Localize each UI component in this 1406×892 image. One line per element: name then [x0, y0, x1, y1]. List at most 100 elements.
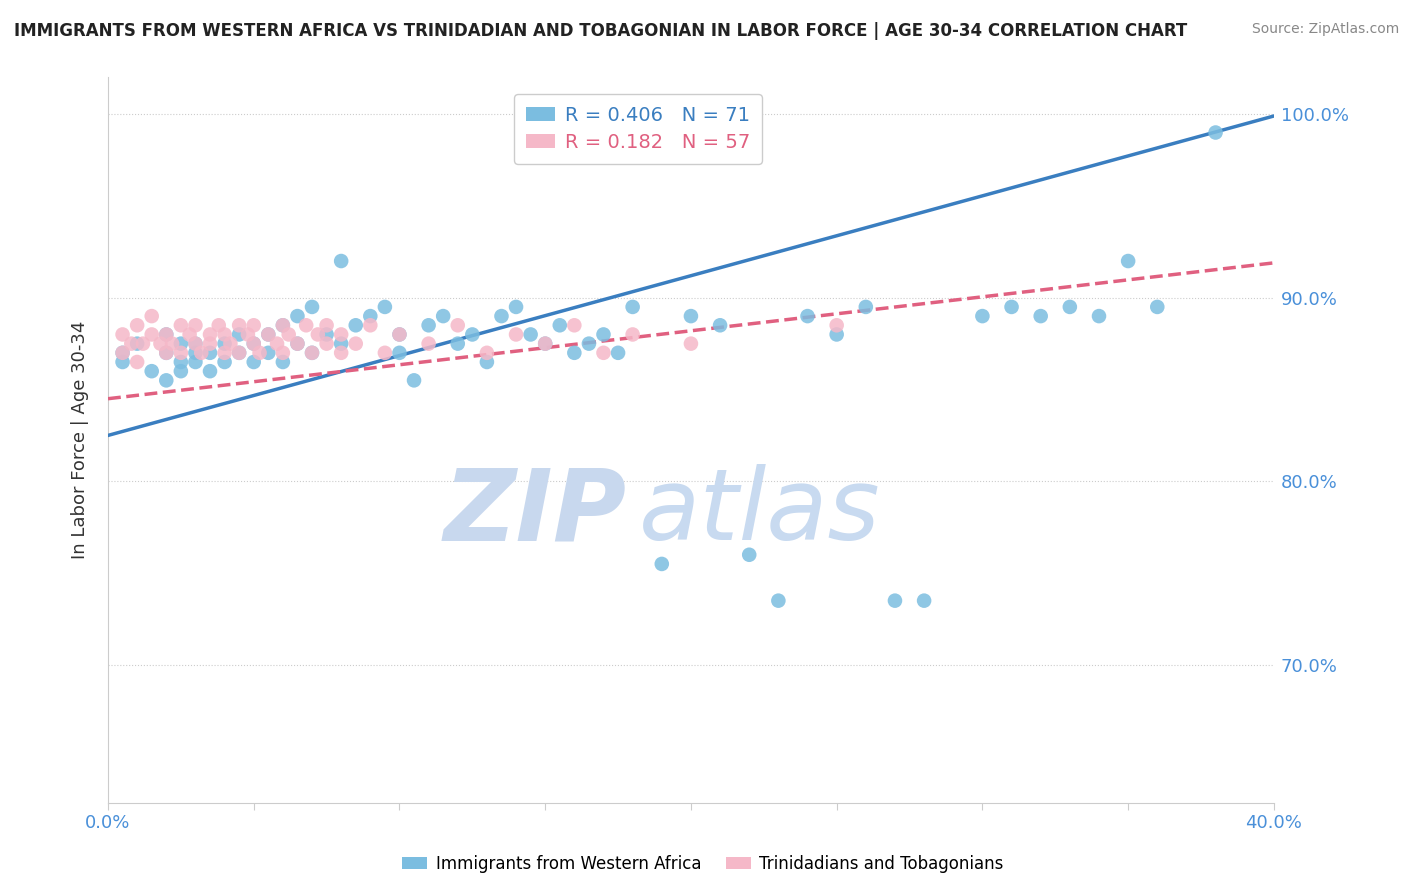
Point	[111, 327, 134, 342]
Point	[534, 336, 557, 351]
Point	[825, 318, 848, 333]
Point	[271, 355, 294, 369]
Point	[388, 327, 411, 342]
Point	[374, 300, 396, 314]
Y-axis label: In Labor Force | Age 30-34: In Labor Force | Age 30-34	[72, 321, 89, 559]
Point	[621, 300, 644, 314]
Point	[127, 355, 149, 369]
Point	[578, 336, 600, 351]
Point	[491, 309, 513, 323]
Point	[184, 355, 207, 369]
Legend: Immigrants from Western Africa, Trinidadians and Tobagonians: Immigrants from Western Africa, Trinidad…	[395, 848, 1011, 880]
Point	[266, 336, 288, 351]
Point	[228, 327, 250, 342]
Point	[257, 327, 280, 342]
Point	[679, 336, 702, 351]
Point	[111, 355, 134, 369]
Point	[374, 346, 396, 360]
Point	[972, 309, 994, 323]
Point	[738, 548, 761, 562]
Point	[184, 318, 207, 333]
Point	[249, 346, 271, 360]
Point	[214, 336, 236, 351]
Point	[111, 346, 134, 360]
Point	[418, 318, 440, 333]
Point	[170, 318, 193, 333]
Point	[111, 346, 134, 360]
Point	[912, 593, 935, 607]
Point	[127, 336, 149, 351]
Point	[271, 318, 294, 333]
Point	[141, 309, 163, 323]
Point	[228, 346, 250, 360]
Point	[242, 336, 264, 351]
Point	[475, 346, 498, 360]
Point	[1088, 309, 1111, 323]
Point	[184, 336, 207, 351]
Point	[825, 327, 848, 342]
Point	[315, 327, 337, 342]
Point	[359, 309, 381, 323]
Point	[1000, 300, 1022, 314]
Point	[447, 318, 470, 333]
Point	[307, 327, 329, 342]
Point	[548, 318, 571, 333]
Point	[170, 364, 193, 378]
Point	[198, 327, 221, 342]
Point	[155, 346, 177, 360]
Point	[461, 327, 484, 342]
Point	[242, 355, 264, 369]
Point	[219, 336, 242, 351]
Point	[287, 309, 309, 323]
Point	[330, 254, 353, 268]
Point	[592, 346, 614, 360]
Point	[301, 346, 323, 360]
Text: ZIP: ZIP	[444, 464, 627, 561]
Point	[155, 327, 177, 342]
Text: atlas: atlas	[638, 464, 880, 561]
Point	[534, 336, 557, 351]
Point	[271, 346, 294, 360]
Point	[208, 318, 231, 333]
Point	[198, 346, 221, 360]
Point	[330, 346, 353, 360]
Legend: R = 0.406   N = 71, R = 0.182   N = 57: R = 0.406 N = 71, R = 0.182 N = 57	[515, 95, 762, 163]
Point	[120, 336, 142, 351]
Point	[679, 309, 702, 323]
Point	[184, 336, 207, 351]
Point	[402, 373, 425, 387]
Point	[184, 346, 207, 360]
Point	[141, 364, 163, 378]
Point	[1205, 126, 1227, 140]
Point	[127, 318, 149, 333]
Point	[214, 327, 236, 342]
Text: IMMIGRANTS FROM WESTERN AFRICA VS TRINIDADIAN AND TOBAGONIAN IN LABOR FORCE | AG: IMMIGRANTS FROM WESTERN AFRICA VS TRINID…	[14, 22, 1187, 40]
Point	[295, 318, 318, 333]
Point	[1116, 254, 1139, 268]
Point	[155, 327, 177, 342]
Point	[330, 327, 353, 342]
Point	[155, 373, 177, 387]
Point	[315, 318, 337, 333]
Point	[1029, 309, 1052, 323]
Point	[562, 346, 585, 360]
Point	[170, 355, 193, 369]
Point	[607, 346, 630, 360]
Point	[170, 336, 193, 351]
Point	[592, 327, 614, 342]
Point	[1059, 300, 1081, 314]
Point	[242, 318, 264, 333]
Point	[214, 346, 236, 360]
Point	[301, 346, 323, 360]
Point	[432, 309, 454, 323]
Point	[277, 327, 299, 342]
Point	[359, 318, 381, 333]
Point	[505, 327, 527, 342]
Point	[170, 346, 193, 360]
Point	[388, 346, 411, 360]
Point	[709, 318, 731, 333]
Point	[257, 346, 280, 360]
Point	[287, 336, 309, 351]
Point	[198, 364, 221, 378]
Point	[418, 336, 440, 351]
